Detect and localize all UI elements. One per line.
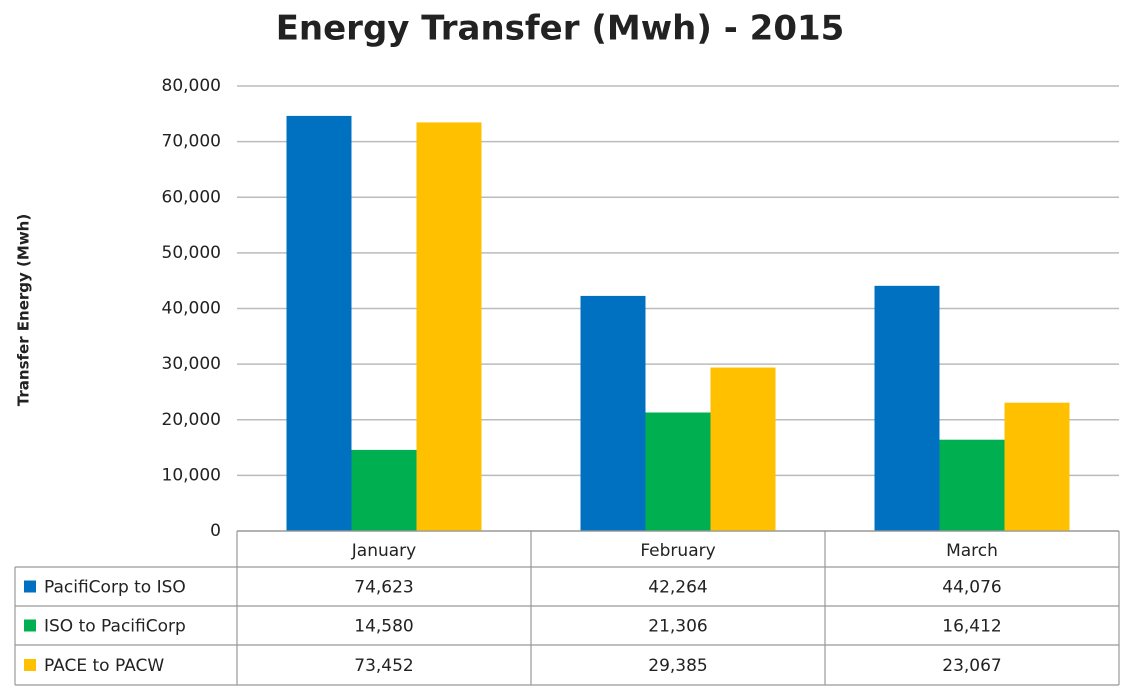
legend-label: ISO to PacifiCorp xyxy=(44,617,186,637)
y-tick-label: 80,000 xyxy=(162,76,221,96)
data-label: 16,412 xyxy=(942,617,1001,637)
y-tick-label: 60,000 xyxy=(162,187,221,207)
bar xyxy=(874,285,940,531)
bar xyxy=(645,412,711,531)
y-tick-label: 40,000 xyxy=(162,299,221,319)
data-label: 74,623 xyxy=(354,578,413,598)
y-axis-title: Transfer Energy (Mwh) xyxy=(15,214,33,406)
bar xyxy=(939,439,1005,531)
bar xyxy=(351,449,417,531)
data-label: 42,264 xyxy=(648,578,707,598)
data-label: 44,076 xyxy=(942,578,1001,598)
legend-swatch xyxy=(24,580,36,593)
x-tick-label: February xyxy=(640,541,715,561)
y-tick-label: 20,000 xyxy=(162,410,221,430)
bar xyxy=(416,122,482,531)
x-tick-label: January xyxy=(351,541,416,561)
bar xyxy=(710,367,776,531)
data-label: 21,306 xyxy=(648,617,707,637)
legend-label: PACE to PACW xyxy=(44,656,164,676)
bar xyxy=(1004,402,1070,531)
legend-label: PacifiCorp to ISO xyxy=(44,578,186,598)
x-tick-label: March xyxy=(946,541,998,561)
data-label: 73,452 xyxy=(354,656,413,676)
legend-swatch xyxy=(24,619,36,632)
y-tick-label: 30,000 xyxy=(162,354,221,374)
bar xyxy=(286,115,352,532)
y-tick-label: 10,000 xyxy=(162,465,221,485)
data-label: 29,385 xyxy=(648,656,707,676)
data-label: 23,067 xyxy=(942,656,1001,676)
y-tick-label: 50,000 xyxy=(162,243,221,263)
data-label: 14,580 xyxy=(354,617,413,637)
chart-title: Energy Transfer (Mwh) - 2015 xyxy=(276,9,845,49)
y-tick-label: 70,000 xyxy=(162,132,221,152)
bar xyxy=(580,295,646,531)
legend-swatch xyxy=(24,659,36,671)
y-tick-label: 0 xyxy=(210,521,221,541)
